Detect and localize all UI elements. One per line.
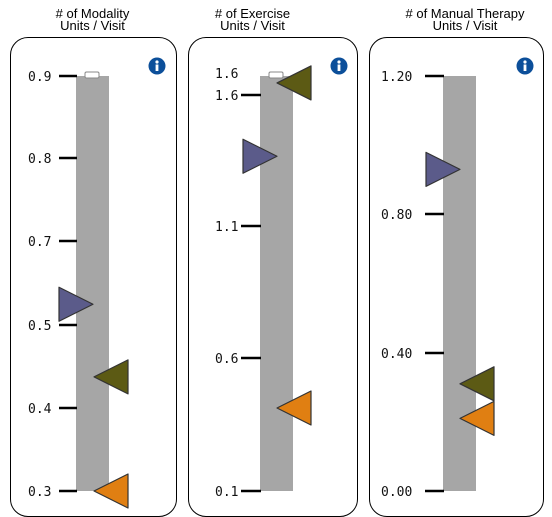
gauge-1-tick-label: 0.9 [28, 70, 51, 85]
gauge-1-tick-label: 0.4 [28, 402, 52, 417]
gauge-3-tick-label: 0.00 [381, 485, 412, 500]
gauge-2-tick-label: 1.6 [215, 89, 238, 104]
gauge-1-marker-3[interactable] [93, 473, 129, 509]
info-icon[interactable] [148, 57, 166, 75]
gauge-1-marker-1[interactable] [58, 286, 94, 322]
gauge-2-marker-3[interactable] [276, 390, 312, 426]
gauge-3-title: # of Manual Therapy Units / Visit [385, 6, 545, 33]
gauge-2-title: # of Exercise Units / Visit [195, 6, 310, 33]
gauge-3-title-line-1: # of Manual Therapy [405, 6, 525, 21]
gauge-3-marker-3[interactable] [459, 400, 495, 436]
gauge-3-marker-1[interactable] [425, 151, 461, 187]
info-icon[interactable] [516, 57, 534, 75]
gauge-2-title-line-2: Units / Visit [220, 18, 285, 33]
gauge-2-tick-label: 0.1 [215, 485, 238, 500]
gauge-1-title: # of Modality Units / Visit [25, 6, 160, 33]
gauge-2-tick-label: 0.6 [215, 352, 238, 367]
gauge-1-tick-label: 0.5 [28, 319, 51, 334]
info-icon[interactable] [330, 57, 348, 75]
gauge-3-marker-2[interactable] [459, 366, 495, 402]
gauge-1-tick-label: 0.8 [28, 152, 51, 167]
gauge-1-tick-label: 0.3 [28, 485, 51, 500]
gauge-2-bar [260, 76, 293, 491]
gauge-1-title-line-1: # of Modality [55, 6, 130, 21]
gauge-3-tick-label: 1.20 [381, 70, 412, 85]
gauge-1-handle[interactable] [84, 71, 100, 79]
gauge-2-top-label: 1.6 [215, 67, 238, 82]
gauge-2-marker-2[interactable] [242, 138, 278, 174]
gauge-1-title-line-2: Units / Visit [60, 18, 125, 33]
gauge-2-title-line-1: # of Exercise [214, 6, 291, 21]
gauge-1-marker-2[interactable] [93, 359, 129, 395]
gauge-3-tick-label: 0.80 [381, 208, 412, 223]
gauge-2-marker-1[interactable] [276, 65, 312, 101]
gauge-3-tick-label: 0.40 [381, 347, 412, 362]
gauge-3-title-line-2: Units / Visit [432, 18, 498, 33]
gauge-2-tick-label: 1.1 [215, 220, 238, 235]
gauge-3-bar [443, 76, 476, 491]
gauge-1-bar [76, 76, 109, 491]
gauge-2-handle[interactable] [268, 71, 284, 79]
gauge-1-tick-label: 0.7 [28, 235, 51, 250]
